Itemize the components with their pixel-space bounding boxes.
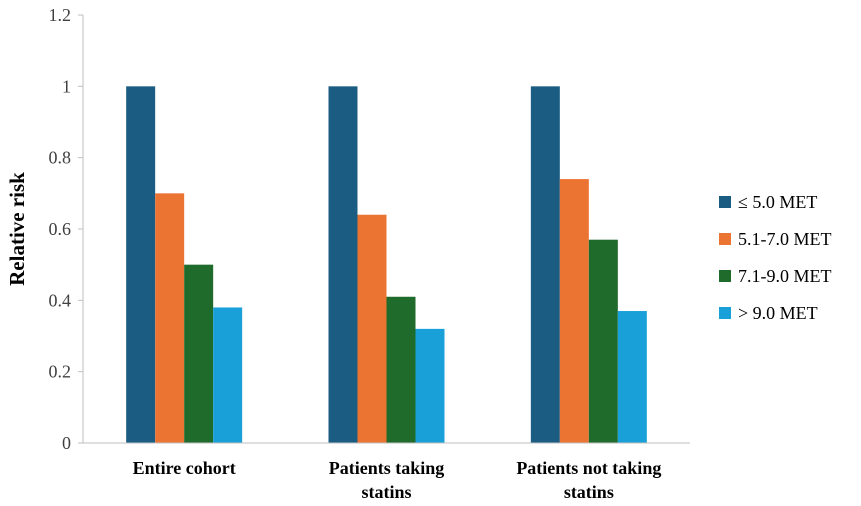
x-category-label: Patients taking statins	[329, 458, 445, 502]
legend-swatch	[719, 196, 731, 208]
bar	[588, 239, 618, 443]
legend-swatch	[719, 233, 731, 245]
x-axis-labels: Entire cohort Patients taking statinsPatie…	[133, 458, 662, 502]
y-axis-title: Relative risk	[5, 172, 29, 286]
bar	[559, 179, 589, 444]
legend-label: 7.1-9.0 MET	[738, 266, 832, 286]
x-category-label-line: statins	[361, 482, 411, 502]
legend: ≤ 5.0 MET 5.1-7.0 MET 7.1-9.0 MET > 9.0 MET	[719, 192, 832, 323]
bar	[530, 86, 560, 443]
bar	[386, 296, 416, 443]
y-tick-label: 0.6	[49, 219, 72, 239]
y-tick-label: 0	[62, 433, 71, 453]
x-category-label-line: Patients taking	[329, 458, 445, 478]
legend-label: 5.1-7.0 MET	[738, 229, 832, 249]
x-category-label: Patients not taking statins	[516, 458, 661, 502]
bar	[184, 264, 214, 443]
legend-swatch	[719, 307, 731, 319]
bar	[617, 311, 647, 443]
x-category-label-line: statins	[564, 482, 614, 502]
y-tick-label: 0.8	[49, 148, 72, 168]
x-category-label: Entire cohort	[133, 458, 236, 478]
bar	[213, 307, 243, 443]
bar	[415, 328, 445, 443]
bar	[155, 193, 185, 443]
y-tick-label: 1	[62, 76, 71, 96]
bar	[328, 86, 358, 443]
y-axis-ticks: 0 0.2 0.4 0.6 0.8 1 1.2	[49, 5, 83, 453]
legend-label: ≤ 5.0 MET	[738, 192, 817, 212]
x-category-label-line: Entire cohort	[133, 458, 236, 478]
y-axis-title-group: Relative risk	[5, 172, 29, 286]
y-tick-label: 0.2	[49, 362, 72, 382]
x-category-label-line: Patients not taking	[516, 458, 661, 478]
bars	[126, 86, 647, 444]
legend-label: > 9.0 MET	[738, 303, 818, 323]
y-tick-label: 1.2	[49, 5, 72, 25]
legend-swatch	[719, 270, 731, 282]
bar	[357, 214, 387, 443]
y-tick-label: 0.4	[49, 290, 72, 310]
bar	[126, 86, 156, 443]
